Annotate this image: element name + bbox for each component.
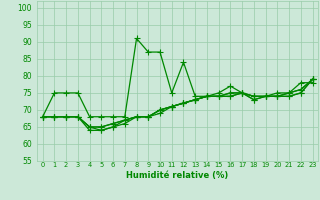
X-axis label: Humidité relative (%): Humidité relative (%) — [126, 171, 229, 180]
